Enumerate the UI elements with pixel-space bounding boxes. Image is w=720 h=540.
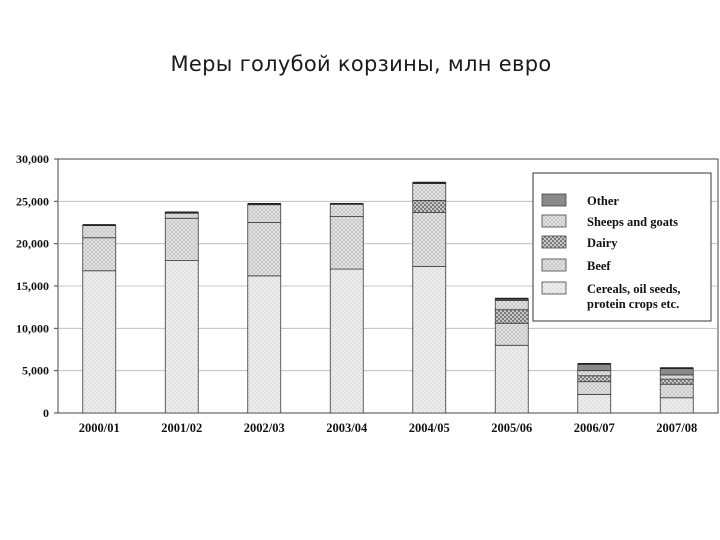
bar-segment-beef xyxy=(577,381,612,395)
legend-swatch xyxy=(541,193,567,207)
x-category-label: 2003/04 xyxy=(326,421,368,435)
x-category-label: 2006/07 xyxy=(574,421,615,435)
x-category-label: 2007/08 xyxy=(656,421,697,435)
bar-segment-sheeps xyxy=(577,370,612,377)
bar-segment-other xyxy=(659,367,694,376)
bar-segment-beef xyxy=(659,383,694,399)
bar-segment-other xyxy=(577,363,612,372)
legend-label-continued: protein crops etc. xyxy=(587,297,679,311)
bar-segment-sheeps xyxy=(329,203,364,217)
bar-segment-sheeps xyxy=(659,374,694,380)
x-category-label: 2002/03 xyxy=(244,421,285,435)
legend-swatch xyxy=(541,235,567,249)
bar-segment-cereals xyxy=(82,270,117,414)
plot-area: 0 5,000 10,000 15,000 20,000 25,000 30,000 2000… xyxy=(16,152,719,435)
legend-label: Cereals, oil seeds, xyxy=(587,282,681,296)
bar-segment-cereals xyxy=(164,260,199,414)
bar-segment-dairy xyxy=(494,309,529,324)
y-tick-label: 20,000 xyxy=(16,237,49,251)
y-tick-label: 0 xyxy=(43,406,49,420)
bar-segment-sheeps xyxy=(412,183,447,201)
legend-swatch xyxy=(541,281,567,295)
legend-swatch xyxy=(541,258,567,272)
bar-segment-sheeps xyxy=(494,299,529,311)
x-category-label: 2000/01 xyxy=(79,421,120,435)
y-tick-label: 25,000 xyxy=(16,194,49,208)
bar-segment-dairy xyxy=(412,200,447,213)
x-category-label: 2004/05 xyxy=(409,421,450,435)
y-tick-label: 30,000 xyxy=(16,152,49,166)
legend-swatch xyxy=(541,214,567,228)
x-category-label: 2005/06 xyxy=(491,421,532,435)
bar-segment-dairy xyxy=(577,375,612,383)
bar-segment-dairy xyxy=(659,378,694,385)
bar-segment-beef xyxy=(329,216,364,270)
bar-segment-beef xyxy=(412,211,447,267)
legend-label: Beef xyxy=(587,259,611,273)
bar-segment-cereals xyxy=(329,268,364,414)
bar-segment-sheeps xyxy=(82,224,117,239)
bar-segment-beef xyxy=(82,237,117,272)
legend-label: Other xyxy=(587,194,619,208)
bar-segment-cereals xyxy=(659,397,694,414)
legend-label: Sheeps and goats xyxy=(587,215,678,229)
y-tick-label: 5,000 xyxy=(22,364,49,378)
bar-segment-cereals xyxy=(577,393,612,414)
bar-segment-beef xyxy=(494,322,529,346)
y-tick-label: 15,000 xyxy=(16,279,49,293)
bar-segment-sheeps xyxy=(247,204,282,223)
y-tick-label: 10,000 xyxy=(16,321,49,335)
bar-segment-beef xyxy=(164,217,199,261)
legend-label: Dairy xyxy=(587,236,618,250)
bar-segment-cereals xyxy=(494,344,529,414)
bar-segment-cereals xyxy=(412,266,447,414)
bar-segment-beef xyxy=(247,222,282,277)
bar-segment-sheeps xyxy=(164,212,199,219)
bar-segment-cereals xyxy=(247,275,282,414)
slide-title: Меры голубой корзины, млн евро xyxy=(170,52,552,76)
x-category-label: 2001/02 xyxy=(161,421,202,435)
